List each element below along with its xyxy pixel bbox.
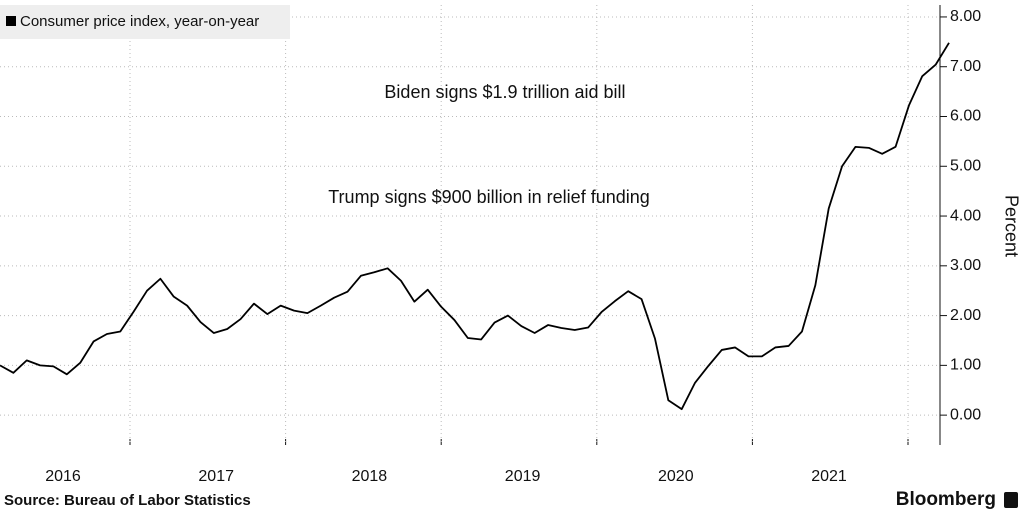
x-tick-label: 2021: [811, 468, 847, 485]
y-tick-label: 4.00: [950, 207, 981, 224]
brand: Bloomberg: [896, 489, 996, 510]
y-tick-label: 6.00: [950, 108, 981, 125]
brand-icon: [1004, 492, 1018, 508]
legend-box: [0, 5, 290, 39]
x-tick-label: 2016: [45, 468, 81, 485]
source: Source: Bureau of Labor Statistics: [4, 492, 251, 509]
annotation: Biden signs $1.9 trillion aid bill: [384, 82, 625, 102]
y-tick-label: 2.00: [950, 307, 981, 324]
y-axis-label: Percent: [1001, 195, 1021, 257]
annotation: Trump signs $900 billion in relief fundi…: [328, 187, 650, 207]
x-tick-label: 2017: [198, 468, 234, 485]
y-tick-label: 0.00: [950, 406, 981, 423]
line: [0, 42, 950, 411]
y-tick-label: 8.00: [950, 8, 981, 25]
x-tick-label: 2020: [658, 468, 694, 485]
y-tick-label: 5.00: [950, 157, 981, 174]
y-tick-label: 1.00: [950, 357, 981, 374]
y-tick-label: 7.00: [950, 58, 981, 75]
x-tick-label: 2019: [505, 468, 541, 485]
legend-label: Consumer price index, year-on-year: [20, 13, 259, 30]
y-tick-label: 3.00: [950, 257, 981, 274]
x-tick-label: 2018: [352, 468, 388, 485]
legend-swatch: [6, 16, 16, 26]
